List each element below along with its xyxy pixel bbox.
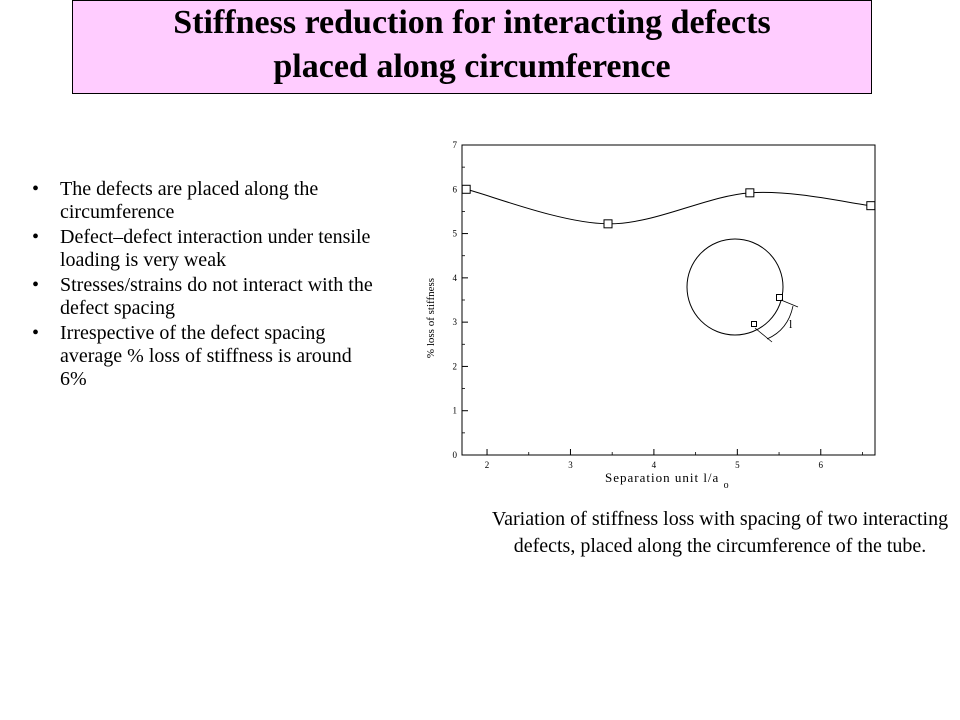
defect-circle — [686, 238, 784, 336]
y-axis-label: % loss of stiffness — [425, 278, 437, 358]
inset-label: l — [789, 317, 793, 331]
data-point-marker — [866, 201, 876, 211]
chart-ticks: 0 1 2 3 4 5 6 7 2 3 4 5 6 — [453, 140, 863, 470]
y-tick-label: 3 — [453, 317, 458, 327]
title-line-2: placed along circumference — [273, 48, 671, 85]
x-axis-label-text: Separation unit l/a — [605, 470, 719, 485]
title-line-1: Stiffness reduction for interacting defe… — [173, 4, 771, 41]
figure-caption: Variation of stiffness loss with spacing… — [491, 508, 949, 557]
x-axis-label-subscript: o — [724, 480, 730, 491]
y-axis-label-text: % loss of stiffness — [425, 278, 437, 358]
y-tick-label: 5 — [453, 229, 458, 239]
x-tick-label: 6 — [819, 460, 824, 470]
y-tick-label: 4 — [453, 273, 458, 283]
x-tick-label: 3 — [568, 460, 573, 470]
bullet-item: Stresses/strains do not interact with th… — [30, 274, 375, 320]
data-point-marker — [745, 188, 755, 198]
x-tick-label: 5 — [735, 460, 740, 470]
bullet-item: Irrespective of the defect spacing avera… — [30, 322, 375, 391]
chart-axes — [461, 144, 876, 456]
title-box: Stiffness reduction for interacting defe… — [72, 0, 872, 94]
x-axis-label: Separation unit l/a o — [605, 470, 730, 491]
y-tick-label: 2 — [453, 361, 458, 371]
x-tick-label: 4 — [652, 460, 657, 470]
bullet-list: The defects are placed along the circumf… — [30, 178, 375, 393]
plot-frame — [461, 144, 876, 456]
stiffness-chart: 0 1 2 3 4 5 6 7 2 3 4 5 6 l % loss of stiffness Sepa… — [425, 140, 876, 491]
inset-defect-marker — [776, 294, 783, 301]
data-point-marker — [461, 184, 471, 194]
data-point-marker — [603, 219, 613, 229]
chart-markers — [461, 184, 876, 229]
defect-inset-diagram: l — [686, 238, 799, 343]
bullet-item: The defects are placed along the circumf… — [30, 178, 375, 224]
x-tick-label: 2 — [485, 460, 490, 470]
y-tick-label: 7 — [453, 140, 458, 150]
y-tick-label: 0 — [453, 450, 458, 460]
series-line — [466, 188, 871, 225]
inset-defect-marker — [751, 321, 757, 327]
y-tick-label: 6 — [453, 184, 458, 194]
chart-curve — [466, 188, 871, 225]
dimension-line — [780, 299, 799, 308]
dimension-line — [754, 327, 773, 343]
bullet-item: Defect–defect interaction under tensile … — [30, 226, 375, 272]
dimension-arc — [766, 305, 794, 340]
y-tick-label: 1 — [453, 406, 458, 416]
